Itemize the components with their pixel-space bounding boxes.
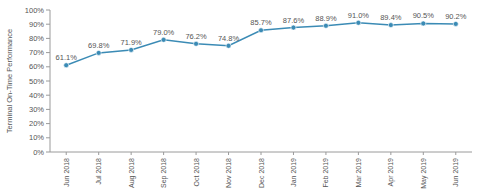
x-tick-label: Apr 2019 xyxy=(387,158,395,187)
data-label: 90.2% xyxy=(445,12,467,21)
y-tick xyxy=(46,38,50,39)
data-label: 61.1% xyxy=(56,53,78,62)
x-tick-label: Mar 2019 xyxy=(355,158,362,188)
x-tick-label: Jun 2019 xyxy=(452,158,459,187)
y-tick xyxy=(46,81,50,82)
x-tick xyxy=(163,152,164,155)
x-tick-label: Jun 2018 xyxy=(63,158,70,187)
line xyxy=(66,23,456,65)
marker xyxy=(291,25,296,30)
chart: 0% 10% 20% 30% 40% 50% 60% 70% 80% 90% 100% Termina… xyxy=(0,0,480,191)
marker xyxy=(453,21,458,26)
x-tick-label: Jan 2019 xyxy=(290,158,297,187)
marker xyxy=(226,43,231,48)
marker xyxy=(96,50,101,55)
data-label: 69.8% xyxy=(88,41,110,50)
marker xyxy=(356,20,361,25)
marker xyxy=(323,23,328,28)
y-tick-label: 0% xyxy=(33,148,44,157)
x-tick-label: Feb 2019 xyxy=(322,158,329,188)
y-tick-label: 80% xyxy=(29,34,44,43)
y-tick-label: 100% xyxy=(25,6,45,15)
x-tick xyxy=(325,152,326,155)
data-label: 88.9% xyxy=(315,14,337,23)
x-tick xyxy=(261,152,262,155)
y-tick xyxy=(46,52,50,53)
marker xyxy=(259,28,264,33)
x-tick-label: Oct 2018 xyxy=(193,158,200,187)
x-tick xyxy=(390,152,391,155)
y-tick-label: 50% xyxy=(29,77,44,86)
y-tick-label: 40% xyxy=(29,91,44,100)
data-label: 91.0% xyxy=(348,11,370,20)
x-tick xyxy=(66,152,67,155)
y-tick xyxy=(46,66,50,67)
data-label: 74.8% xyxy=(218,34,240,43)
y-axis xyxy=(50,10,51,152)
x-tick xyxy=(131,152,132,155)
data-label: 76.2% xyxy=(185,32,207,41)
y-tick xyxy=(46,109,50,110)
marker xyxy=(388,23,393,28)
y-tick-label: 70% xyxy=(29,48,44,57)
y-tick xyxy=(46,152,50,153)
x-tick-label: May 2019 xyxy=(420,158,428,189)
y-tick xyxy=(46,123,50,124)
x-tick xyxy=(98,152,99,155)
x-tick-label: Sep 2018 xyxy=(160,158,168,188)
x-tick xyxy=(423,152,424,155)
y-tick-label: 20% xyxy=(29,119,44,128)
data-label: 87.6% xyxy=(283,16,305,25)
x-tick xyxy=(196,152,197,155)
y-tick xyxy=(46,10,50,11)
x-tick-label: Dec 2018 xyxy=(258,158,265,188)
data-label: 79.0% xyxy=(153,28,175,37)
y-tick xyxy=(46,95,50,96)
x-tick xyxy=(455,152,456,155)
x-tick xyxy=(228,152,229,155)
y-tick-label: 60% xyxy=(29,62,44,71)
x-tick xyxy=(293,152,294,155)
x-tick-label: Nov 2018 xyxy=(225,158,232,188)
y-axis-title: Terminal On-Time Performance xyxy=(5,29,14,133)
marker xyxy=(194,41,199,46)
y-tick-label: 30% xyxy=(29,105,44,114)
y-tick-label: 10% xyxy=(29,133,44,142)
marker xyxy=(421,21,426,26)
marker xyxy=(64,63,69,68)
data-label: 90.5% xyxy=(413,11,435,20)
y-tick-label: 90% xyxy=(29,20,44,29)
marker xyxy=(129,47,134,52)
data-label: 85.7% xyxy=(250,18,272,27)
x-tick xyxy=(358,152,359,155)
data-label: 71.9% xyxy=(121,38,143,47)
y-tick xyxy=(46,24,50,25)
y-tick xyxy=(46,137,50,138)
marker xyxy=(161,37,166,42)
data-label: 89.4% xyxy=(380,13,402,22)
x-tick-label: Aug 2018 xyxy=(128,158,136,188)
x-tick-label: Jul 2018 xyxy=(95,158,102,185)
series xyxy=(64,20,459,67)
